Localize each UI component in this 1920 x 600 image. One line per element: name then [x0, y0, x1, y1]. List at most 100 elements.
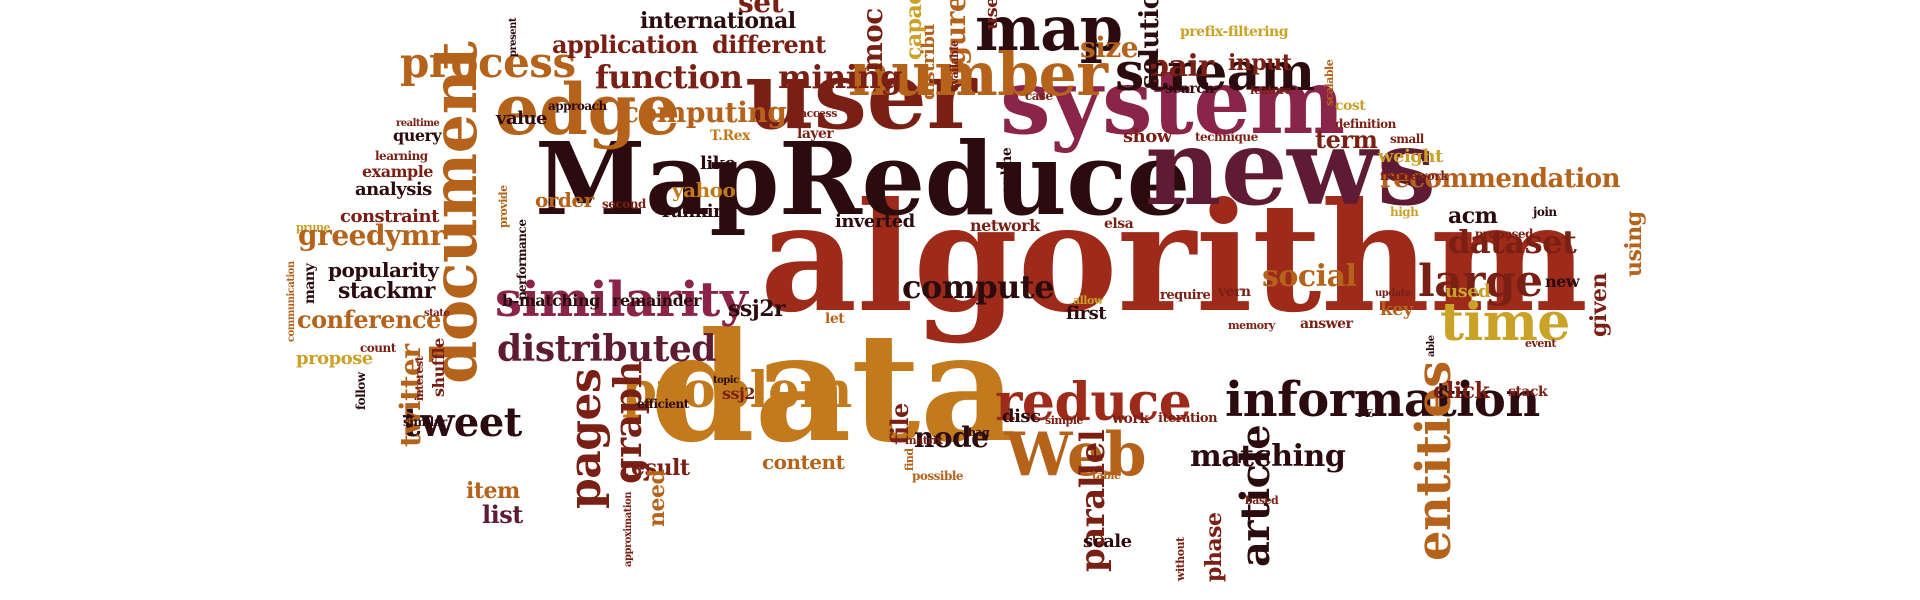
- word-provide: provide: [497, 185, 510, 228]
- word-join: join: [1533, 205, 1557, 220]
- word-distribution: distribu: [918, 24, 939, 101]
- word-input: input: [1228, 49, 1292, 76]
- word-click: click: [1433, 377, 1490, 404]
- word-update: update: [1375, 287, 1411, 299]
- word-stack: stack: [1508, 383, 1548, 400]
- word-high: high: [1390, 205, 1419, 220]
- word-data: data: [650, 300, 1017, 476]
- word-present: present: [508, 17, 519, 57]
- word-bag: bag: [968, 425, 990, 439]
- word-ranking: ranking: [662, 201, 738, 223]
- word-like: like: [700, 153, 736, 175]
- word-allow: allow: [1073, 293, 1103, 307]
- word-realtime: realtime: [396, 117, 440, 129]
- word-shuffle: shuffle: [429, 338, 448, 397]
- word-user: user: [745, 40, 977, 152]
- word-ssj2: ssj2: [722, 383, 755, 403]
- word-social: social: [1262, 259, 1357, 295]
- word-pe: PE: [1357, 406, 1373, 420]
- word-file: file: [885, 403, 914, 446]
- word-large: large: [1418, 255, 1543, 307]
- word-second: second: [602, 197, 646, 212]
- word-online: online: [999, 147, 1015, 194]
- word-pages: pages: [560, 368, 611, 509]
- word-search: search: [1165, 80, 1214, 97]
- word-problem: problem: [622, 360, 852, 419]
- word-event: event: [1525, 336, 1556, 350]
- word-require: require: [1160, 288, 1211, 304]
- word-using: using: [1621, 211, 1647, 277]
- word-distributed: distributed: [497, 328, 716, 371]
- word-work: work: [1112, 410, 1149, 427]
- word-similarity: similarity: [495, 271, 748, 328]
- word-node: node: [914, 421, 989, 455]
- word-inverted: inverted: [835, 211, 915, 233]
- word-state: state: [424, 307, 450, 319]
- word-time: time: [1440, 292, 1570, 354]
- word-list: list: [482, 500, 523, 530]
- word-approach: approach: [548, 99, 607, 114]
- word-constraint: constraint: [340, 206, 439, 228]
- word-follow: follow: [354, 372, 368, 411]
- word-new: new: [1545, 271, 1580, 291]
- word-topic: topic: [713, 374, 739, 386]
- word-scalable: scalable: [1323, 59, 1336, 106]
- word-definition: definition: [1335, 117, 1396, 132]
- word-term: term: [1315, 125, 1378, 155]
- word-set: set: [738, 0, 784, 20]
- word-process: process: [400, 37, 576, 87]
- word-efficient: efficient: [637, 397, 689, 412]
- word-query: query: [393, 125, 442, 145]
- word-communication: communication: [286, 261, 297, 342]
- word-compute: compute: [902, 267, 1054, 306]
- word-size: size: [1080, 31, 1139, 65]
- word-content: content: [762, 449, 845, 474]
- word-mapreduce: MapReduce: [535, 120, 1190, 238]
- word-given: given: [1586, 272, 1612, 337]
- word-access: access: [800, 106, 837, 120]
- word-number: number: [848, 39, 1108, 110]
- word-result: result: [620, 454, 690, 481]
- word-example: example: [362, 161, 433, 181]
- word-without: without: [1174, 537, 1187, 581]
- word-technique: technique: [1195, 130, 1258, 145]
- word-learning: learning: [375, 149, 428, 164]
- word-computing: computing: [622, 96, 787, 130]
- word-network: network: [970, 215, 1040, 235]
- word-many: many: [302, 263, 318, 304]
- word-information: information: [1225, 371, 1540, 428]
- word-model: moc: [856, 8, 889, 73]
- word-algorithm: algorithm: [760, 170, 1588, 346]
- word-possible: possible: [912, 469, 964, 484]
- word-tweet: tweet: [402, 399, 522, 447]
- word-available: available: [948, 40, 961, 91]
- word-remainder: remainder: [612, 290, 701, 310]
- word-popularity: popularity: [328, 257, 439, 282]
- word-disc: disc: [1002, 406, 1041, 428]
- word-prune: prune: [296, 220, 330, 234]
- word-framework: framework: [1380, 169, 1449, 184]
- word-function: function: [595, 57, 743, 96]
- word-find: find: [903, 448, 916, 471]
- word-web: Web: [1005, 419, 1147, 490]
- word-recommendation: recommendation: [1380, 163, 1621, 194]
- word-phase: phase: [1201, 512, 1227, 582]
- word-layer: layer: [797, 125, 834, 142]
- word-let: let: [825, 310, 845, 327]
- word-propose: propose: [296, 348, 373, 370]
- word-case: case: [1025, 89, 1053, 104]
- word-reduce: reduce: [995, 372, 1192, 434]
- word-mining: mining: [778, 57, 903, 96]
- word-system: system: [1000, 49, 1345, 156]
- word-acm: acm: [1448, 202, 1498, 229]
- word-small: small: [1390, 132, 1424, 147]
- word-matrix: matrix: [905, 433, 943, 447]
- word-weight: weight: [1378, 146, 1443, 168]
- word-different: different: [712, 30, 826, 60]
- word-order: order: [535, 187, 594, 212]
- word-cost: cost: [1335, 97, 1366, 114]
- word-approximation: approximation: [623, 491, 634, 567]
- word-proposed: proposed: [1475, 227, 1533, 242]
- word-dataset: dataset: [1448, 222, 1577, 261]
